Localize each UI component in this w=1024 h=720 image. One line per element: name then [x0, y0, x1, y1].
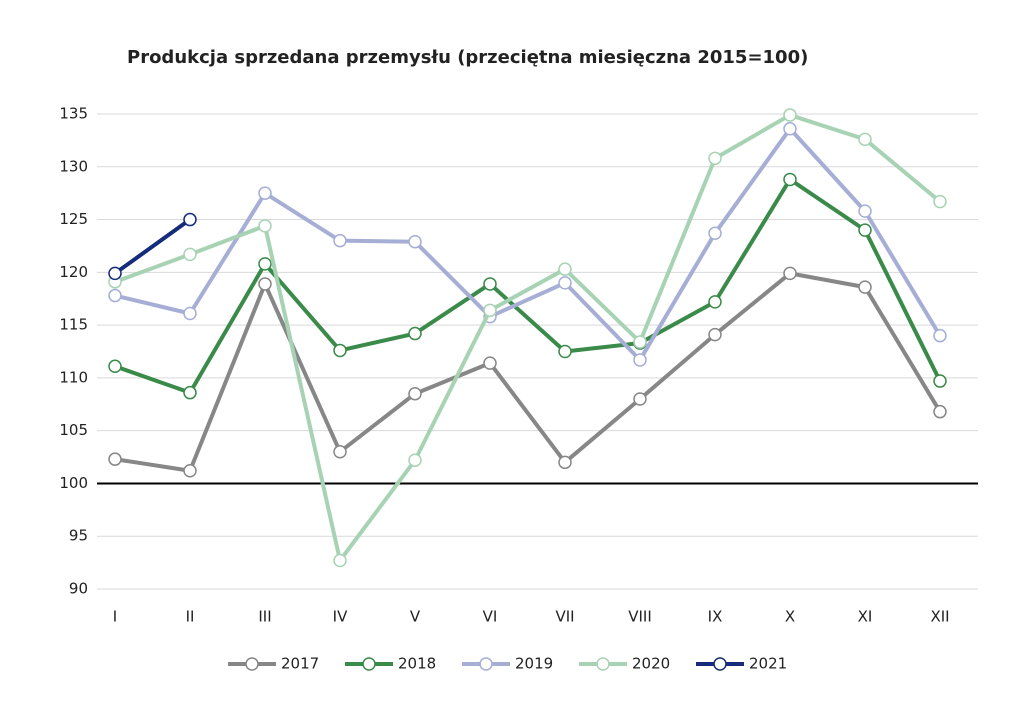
point — [408, 234, 422, 249]
point — [108, 452, 122, 466]
point — [858, 204, 872, 218]
x-tick-label: III — [258, 608, 271, 626]
legend-marker — [245, 657, 259, 671]
series-line — [113, 217, 192, 276]
point — [633, 353, 647, 367]
point — [783, 108, 797, 122]
x-tick-label: XI — [858, 608, 873, 626]
legend-label: 2021 — [749, 655, 787, 673]
legend-marker — [362, 657, 376, 671]
series-line — [114, 271, 942, 473]
y-tick-label: 125 — [59, 210, 88, 228]
point — [408, 386, 422, 401]
x-tick-label: VIII — [628, 608, 652, 626]
point — [933, 194, 947, 209]
point — [783, 172, 797, 187]
point — [483, 277, 497, 291]
series-line — [114, 126, 942, 362]
point — [183, 464, 197, 478]
point — [558, 344, 572, 359]
point — [858, 132, 872, 147]
x-tick-label: V — [410, 608, 421, 626]
point — [858, 280, 872, 294]
legend-marker — [713, 657, 727, 671]
point — [408, 453, 422, 467]
point — [558, 455, 572, 470]
x-tick-label: X — [785, 608, 795, 626]
point — [258, 277, 272, 291]
y-tick-label: 135 — [59, 105, 88, 123]
point — [333, 445, 347, 459]
point — [558, 276, 572, 290]
point — [783, 266, 797, 281]
x-tick-label: I — [113, 608, 117, 626]
point — [483, 303, 497, 318]
point — [783, 122, 797, 136]
point — [933, 404, 947, 419]
y-tick-label: 100 — [59, 474, 88, 492]
point — [483, 356, 497, 370]
point — [183, 385, 197, 400]
point — [333, 343, 347, 358]
series-line — [114, 177, 942, 395]
point — [408, 326, 422, 341]
y-tick-label: 90 — [69, 580, 88, 598]
point — [558, 262, 572, 276]
point — [333, 553, 347, 568]
y-tick-label: 115 — [59, 316, 88, 334]
point — [258, 257, 272, 271]
legend-label: 2019 — [515, 655, 553, 673]
point — [108, 359, 122, 374]
series-line — [114, 113, 942, 563]
y-tick-label: 120 — [59, 263, 88, 281]
point — [183, 306, 197, 321]
point — [708, 295, 722, 309]
point — [933, 328, 947, 343]
legend-label: 2017 — [281, 655, 319, 673]
y-tick-label: 130 — [59, 157, 88, 175]
point — [183, 212, 197, 227]
point — [333, 233, 347, 248]
y-tick-label: 105 — [59, 421, 88, 439]
legend-label: 2020 — [632, 655, 670, 673]
point — [708, 151, 722, 166]
point — [633, 392, 647, 406]
x-tick-label: IX — [708, 608, 723, 626]
legend-label: 2018 — [398, 655, 436, 673]
point — [258, 186, 272, 200]
point — [183, 247, 197, 262]
x-tick-label: VI — [483, 608, 498, 626]
point — [708, 226, 722, 241]
legend-marker — [596, 657, 610, 671]
point — [108, 288, 122, 303]
point — [108, 266, 122, 281]
x-tick-label: IV — [333, 608, 348, 626]
y-tick-label: 110 — [59, 368, 88, 386]
point — [708, 327, 722, 342]
x-tick-label: XII — [930, 608, 949, 626]
x-tick-label: VII — [555, 608, 574, 626]
chart-title: Produkcja sprzedana przemysłu (przeciętn… — [127, 47, 808, 68]
point — [933, 374, 947, 388]
point — [858, 223, 872, 237]
x-tick-label: II — [186, 608, 195, 626]
legend-marker — [479, 657, 493, 671]
y-tick-label: 95 — [69, 527, 88, 545]
point — [633, 335, 647, 349]
point — [258, 219, 272, 233]
